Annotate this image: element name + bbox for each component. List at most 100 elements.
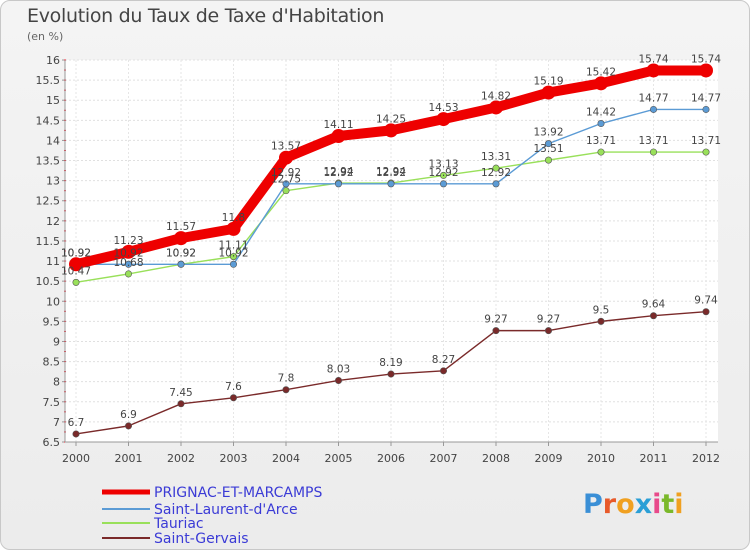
data-point-prignac-et-marcamps (226, 221, 241, 236)
data-point-saint-laurent-d-arce (492, 180, 500, 188)
y-tick-label: 10.5 (36, 275, 61, 288)
data-label-tauriac: 10.47 (61, 265, 91, 277)
logo-letter: r (602, 489, 617, 520)
data-label-tauriac: 12.94 (323, 166, 353, 178)
logo-letter: i (674, 489, 684, 520)
data-point-tauriac (125, 270, 133, 278)
data-point-saint-gervais (125, 422, 133, 430)
logo-letter: o (616, 489, 635, 520)
x-tick-label: 2008 (482, 452, 510, 465)
chart-title: Evolution du Taux de Taxe d'Habitation (27, 5, 385, 27)
chart-unit-label: (en %) (27, 30, 64, 43)
data-label-saint-laurent-d-arce: 10.92 (218, 247, 248, 259)
data-label-prignac-et-marcamps: 14.53 (428, 102, 458, 114)
data-label-tauriac: 13.51 (533, 143, 563, 155)
y-tick-label: 6.5 (43, 436, 61, 449)
data-point-tauriac (230, 253, 238, 261)
legend-label: PRIGNAC-ET-MARCAMPS (154, 485, 323, 501)
data-label-saint-laurent-d-arce: 12.92 (323, 167, 353, 179)
data-point-saint-laurent-d-arce (177, 260, 185, 268)
logo-letter: t (661, 489, 675, 520)
data-point-saint-laurent-d-arce (702, 105, 710, 113)
x-tick-label: 2003 (220, 452, 248, 465)
data-label-saint-gervais: 6.7 (68, 417, 85, 429)
y-tick-label: 14 (46, 134, 60, 147)
y-tick-label: 13.5 (36, 155, 61, 168)
logo-letter: x (634, 489, 653, 520)
data-point-prignac-et-marcamps (489, 100, 503, 115)
data-label-tauriac: 13.71 (691, 135, 721, 147)
y-tick-label: 11.5 (36, 235, 61, 248)
data-label-saint-gervais: 7.6 (225, 381, 242, 393)
data-label-tauriac: 12.94 (376, 166, 406, 178)
data-label-saint-laurent-d-arce: 10.92 (61, 247, 91, 259)
data-point-saint-laurent-d-arce (282, 180, 290, 188)
x-tick-label: 2009 (535, 452, 563, 465)
axis-layer: 6.577.588.599.51010.51111.51212.51313.51… (36, 54, 721, 465)
data-point-prignac-et-marcamps (436, 112, 451, 127)
y-tick-label: 16 (46, 54, 60, 67)
logo-letter: P (583, 489, 603, 520)
data-point-saint-laurent-d-arce (125, 260, 133, 268)
data-point-saint-gervais (544, 327, 552, 335)
x-tick-label: 2006 (377, 452, 405, 465)
data-label-saint-gervais: 9.64 (642, 299, 666, 311)
data-label-prignac-et-marcamps: 15.19 (533, 76, 563, 88)
y-tick-label: 9.5 (43, 315, 61, 328)
data-label-saint-laurent-d-arce: 10.92 (166, 247, 196, 259)
x-tick-label: 2007 (430, 452, 458, 465)
y-tick-label: 8 (53, 376, 60, 389)
data-point-prignac-et-marcamps (384, 123, 398, 138)
data-point-saint-laurent-d-arce (597, 120, 605, 128)
data-point-saint-laurent-d-arce (230, 260, 238, 268)
data-label-saint-gervais: 9.27 (537, 314, 560, 326)
data-label-saint-gervais: 8.03 (327, 363, 350, 375)
data-point-saint-gervais (492, 327, 500, 335)
data-point-prignac-et-marcamps (279, 150, 293, 165)
proxiti-logo: Proxiti (583, 489, 684, 520)
data-point-tauriac (492, 164, 500, 172)
data-point-prignac-et-marcamps (541, 85, 556, 100)
y-tick-label: 12 (46, 215, 60, 228)
data-point-saint-gervais (387, 370, 395, 378)
data-label-prignac-et-marcamps: 11.57 (166, 221, 196, 233)
data-point-saint-laurent-d-arce (544, 140, 552, 148)
data-label-tauriac: 13.13 (428, 158, 458, 170)
data-label-prignac-et-marcamps: 11.8 (222, 212, 245, 224)
data-point-saint-gervais (230, 394, 238, 402)
data-point-tauriac (597, 148, 605, 156)
data-point-saint-gervais (72, 430, 80, 438)
y-tick-label: 11 (46, 255, 60, 268)
data-point-tauriac (544, 156, 552, 164)
data-label-saint-gervais: 9.27 (484, 314, 507, 326)
data-point-prignac-et-marcamps (699, 63, 713, 78)
data-point-saint-laurent-d-arce (387, 180, 395, 188)
y-tick-label: 15.5 (36, 74, 61, 87)
data-label-saint-laurent-d-arce: 12.92 (271, 167, 301, 179)
data-label-saint-laurent-d-arce: 12.92 (428, 167, 458, 179)
data-label-saint-gervais: 8.19 (379, 357, 402, 369)
data-point-prignac-et-marcamps (646, 63, 661, 78)
x-tick-label: 2012 (692, 452, 720, 465)
data-point-tauriac (439, 171, 447, 179)
y-tick-label: 10 (46, 295, 60, 308)
data-label-prignac-et-marcamps: 15.74 (638, 53, 668, 65)
x-tick-label: 2004 (272, 452, 300, 465)
data-label-saint-laurent-d-arce: 14.77 (691, 92, 721, 104)
x-tick-label: 2011 (640, 452, 668, 465)
y-tick-label: 15 (46, 94, 60, 107)
data-label-saint-gervais: 7.8 (278, 373, 295, 385)
data-point-saint-gervais (649, 312, 657, 320)
data-point-tauriac (282, 187, 290, 195)
legend-label: Tauriac (153, 516, 204, 532)
data-point-prignac-et-marcamps (69, 257, 83, 272)
x-tick-label: 2010 (587, 452, 615, 465)
data-label-saint-gervais: 7.45 (169, 387, 192, 399)
data-label-saint-gervais: 9.74 (694, 295, 718, 307)
x-tick-label: 2001 (115, 452, 143, 465)
data-point-saint-gervais (597, 317, 605, 325)
y-tick-label: 8.5 (43, 356, 61, 369)
data-label-prignac-et-marcamps: 13.57 (271, 141, 301, 153)
